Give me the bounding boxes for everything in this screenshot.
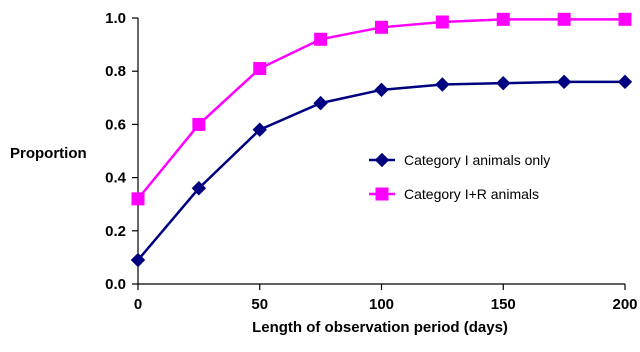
y-tick-label: 0.0	[105, 276, 126, 293]
legend-item: Category I+R animals	[369, 186, 539, 202]
data-point	[192, 117, 206, 131]
series-1	[130, 74, 633, 268]
legend: Category I animals only Category I+R anim…	[369, 152, 550, 202]
legend-item: Category I animals only	[369, 152, 550, 168]
data-point	[314, 32, 328, 46]
series-2	[131, 12, 632, 206]
data-point	[313, 95, 328, 111]
data-point	[435, 77, 450, 92]
x-tick-label: 50	[251, 296, 268, 313]
data-point	[375, 20, 388, 34]
data-point	[557, 12, 571, 26]
data-point	[617, 74, 633, 90]
legend-label: Category I animals only	[404, 152, 550, 168]
legend-marker	[375, 187, 389, 201]
y-tick-label: 0.8	[105, 63, 126, 80]
data-point	[496, 12, 510, 26]
series-line	[137, 80, 625, 261]
y-ticks: 0.0 0.2 0.4 0.6 0.8 1.0	[105, 10, 138, 293]
data-point	[252, 122, 267, 137]
axes	[137, 18, 625, 285]
data-point	[618, 12, 632, 26]
series-line	[137, 18, 625, 200]
data-point	[130, 252, 146, 268]
x-tick-label: 200	[612, 296, 637, 313]
y-tick-label: 0.4	[105, 170, 127, 187]
x-ticks: 0 50 100 150 200	[134, 284, 638, 313]
data-point	[131, 192, 145, 206]
legend-label: Category I+R animals	[404, 186, 539, 202]
x-tick-label: 100	[369, 296, 394, 313]
data-point	[374, 82, 389, 98]
x-tick-label: 0	[134, 296, 142, 313]
data-point	[435, 15, 449, 29]
y-axis-title: Proportion	[10, 145, 87, 162]
data-point	[496, 75, 511, 91]
y-tick-label: 0.6	[105, 116, 126, 133]
data-point	[253, 62, 267, 76]
y-tick-label: 0.2	[105, 223, 126, 240]
x-axis-title: Length of observation period (days)	[252, 319, 508, 336]
data-point	[191, 181, 207, 196]
y-tick-label: 1.0	[105, 10, 126, 27]
legend-marker	[374, 152, 390, 168]
x-tick-label: 150	[491, 296, 516, 313]
data-point	[556, 74, 572, 90]
series-layer	[130, 12, 633, 268]
